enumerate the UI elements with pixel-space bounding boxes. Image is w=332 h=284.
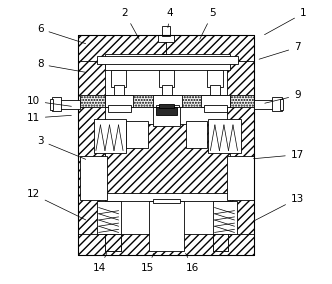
Bar [108, 105, 131, 112]
Bar [212, 201, 237, 234]
Bar [212, 234, 228, 251]
Bar [50, 99, 53, 110]
Bar [105, 234, 121, 251]
Text: 4: 4 [167, 9, 174, 28]
Bar [230, 95, 254, 107]
Text: 2: 2 [122, 9, 139, 39]
Bar [105, 193, 230, 201]
Text: 5: 5 [200, 9, 216, 39]
Bar [156, 105, 179, 112]
Bar [78, 35, 105, 255]
Bar [281, 99, 283, 110]
Bar [60, 100, 80, 110]
Bar [105, 234, 121, 251]
Bar [157, 35, 175, 42]
Bar [153, 199, 180, 203]
Bar [97, 201, 121, 234]
Bar [156, 107, 177, 115]
Bar [94, 119, 126, 153]
Bar [80, 95, 105, 107]
Text: 9: 9 [265, 90, 301, 103]
Bar [111, 70, 126, 87]
Text: 15: 15 [141, 253, 154, 273]
Bar [78, 35, 254, 61]
Bar [272, 97, 282, 112]
Text: 12: 12 [27, 189, 86, 220]
Bar [80, 156, 107, 200]
Bar [78, 35, 254, 255]
Text: 3: 3 [37, 135, 86, 159]
Text: 17: 17 [254, 150, 304, 160]
Bar [126, 121, 148, 148]
Bar [227, 156, 254, 200]
Text: 10: 10 [27, 96, 71, 106]
Bar [159, 70, 175, 87]
Bar [162, 85, 172, 95]
Bar [51, 97, 61, 112]
Text: 14: 14 [93, 253, 107, 273]
Bar [105, 95, 133, 107]
Bar [159, 104, 175, 108]
Bar [78, 234, 254, 255]
Text: 1: 1 [265, 9, 306, 35]
Text: 13: 13 [253, 193, 304, 221]
Bar [186, 121, 207, 148]
Bar [207, 70, 222, 87]
Bar [105, 95, 230, 107]
Bar [105, 124, 230, 200]
Bar [97, 56, 238, 64]
Bar [254, 100, 273, 110]
Bar [153, 107, 180, 126]
Bar [162, 26, 170, 36]
Bar [149, 201, 184, 251]
Text: 6: 6 [37, 24, 86, 44]
Bar [212, 234, 228, 251]
Bar [153, 95, 182, 107]
Bar [227, 35, 254, 255]
Bar [204, 105, 227, 112]
Bar [114, 85, 124, 95]
Text: 7: 7 [259, 42, 301, 59]
Bar [105, 55, 230, 70]
Bar [208, 119, 241, 153]
Bar [210, 85, 220, 95]
Text: 11: 11 [27, 113, 71, 123]
Text: 16: 16 [186, 253, 200, 273]
Text: 8: 8 [37, 59, 86, 72]
Bar [201, 95, 230, 107]
